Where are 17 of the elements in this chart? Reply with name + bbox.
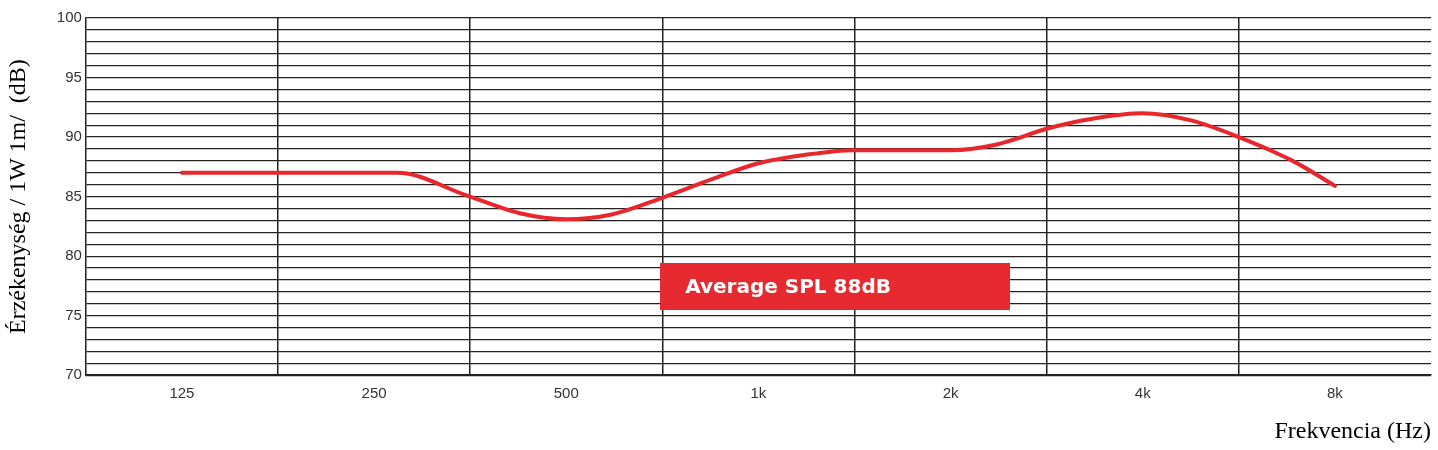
x-tick-label: 8k bbox=[1326, 384, 1344, 402]
y-tick-label: 90 bbox=[65, 127, 82, 145]
x-tick-label: 250 bbox=[361, 384, 387, 402]
y-tick-label: 85 bbox=[65, 186, 82, 204]
x-axis-title: Frekvencia (Hz) bbox=[1274, 416, 1431, 443]
y-tick-label: 80 bbox=[65, 246, 82, 264]
y-axis-title: Érzékenység / 1W 1m/ (dB) bbox=[3, 59, 30, 335]
y-tick-label: 95 bbox=[65, 67, 82, 85]
x-tick-label: 1k bbox=[750, 384, 767, 402]
y-tick-label: 75 bbox=[65, 305, 82, 323]
x-tick-label: 125 bbox=[169, 384, 195, 402]
x-tick-label: 4k bbox=[1134, 384, 1152, 402]
y-tick-label: 100 bbox=[56, 8, 82, 26]
x-tick-label: 500 bbox=[553, 384, 579, 402]
y-tick-label: 70 bbox=[65, 365, 82, 383]
x-tick-label: 2k bbox=[942, 384, 959, 402]
annotation: Average SPL 88dB bbox=[685, 274, 891, 298]
